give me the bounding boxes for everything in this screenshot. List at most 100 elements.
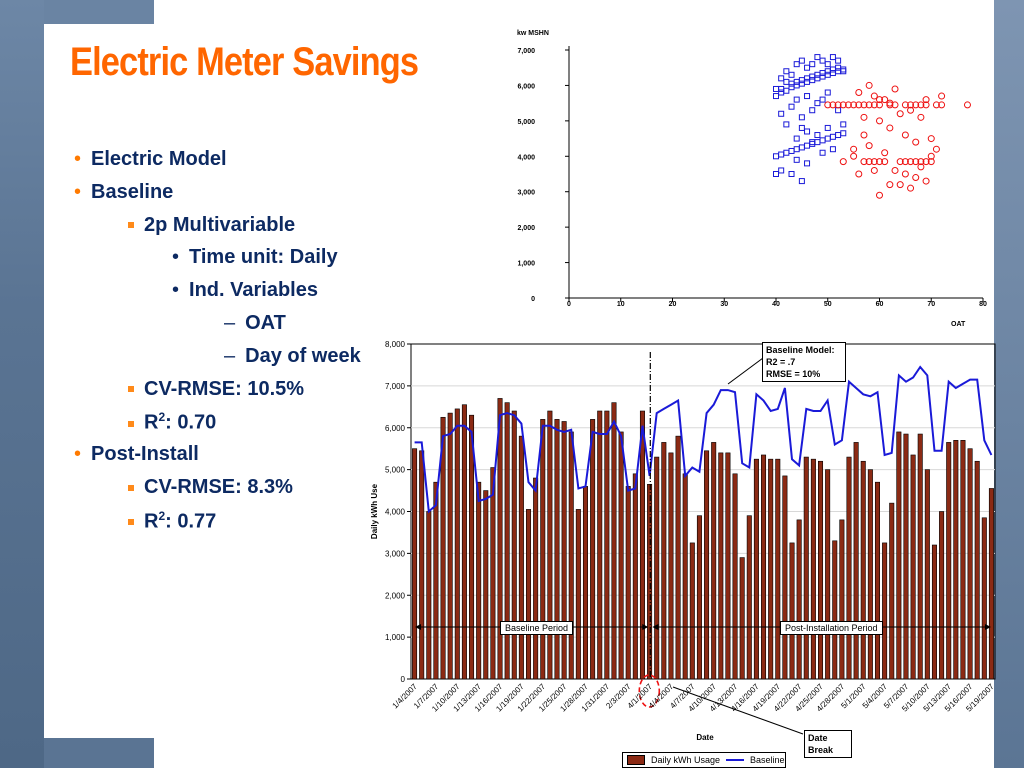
scatter-y-label: kw MSHN [517, 30, 549, 37]
bar-line-chart: 0 1,000 2,000 3,000 4,000 5,000 6,000 7,000 8,00… [370, 340, 996, 742]
scatter-point-circle [886, 181, 894, 189]
bullet-item: R2: 0.77 [128, 509, 216, 534]
bar-y-tick-label: 1,000 [385, 633, 406, 642]
bullet-text: CV-RMSE: 10.5% [144, 377, 305, 400]
scatter-y-tick-label: 5,000 [517, 119, 535, 126]
scatter-point-circle [922, 101, 930, 109]
scatter-point-square [804, 128, 811, 135]
bar-daily-kwh [718, 452, 724, 680]
scatter-point-circle [876, 158, 883, 166]
scatter-point-circle [876, 96, 883, 104]
scatter-point-square [793, 96, 800, 103]
scatter-x-tick-label: 60 [876, 301, 884, 308]
bullet-square-marker [128, 484, 134, 491]
scatter-point-circle [907, 101, 915, 109]
bar-y-axis-label: Daily kWh Use [370, 483, 379, 539]
scatter-point-square [835, 132, 842, 139]
scatter-point-square [814, 54, 821, 61]
bar-daily-kwh [782, 475, 788, 680]
baseline-model-line-2: R2 = .7 [766, 357, 796, 367]
bar-daily-kwh [739, 557, 745, 680]
bullet-item: • Electric Model [74, 148, 227, 171]
baseline-model-pointer [727, 357, 764, 385]
bar-y-tick-label: 8,000 [385, 340, 406, 349]
scatter-point-circle [917, 158, 925, 166]
scatter-point-circle [865, 81, 873, 89]
scatter-y-tick-label: 1,000 [517, 261, 535, 268]
bar-daily-kwh [547, 410, 553, 680]
scatter-point-square [793, 78, 800, 85]
bullet-dash-marker: – [224, 344, 236, 367]
scatter-point-square [783, 149, 790, 156]
scatter-point-circle [917, 101, 925, 109]
scatter-point-circle [922, 177, 930, 185]
bar-y-tick-label: 2,000 [385, 591, 406, 600]
date-break-line-2: Break [808, 745, 834, 755]
bar-daily-kwh [803, 456, 809, 680]
scatter-point-circle [932, 101, 940, 109]
scatter-point-circle [870, 101, 878, 109]
scatter-point-circle [839, 101, 847, 109]
scatter-point-circle [870, 92, 878, 100]
bullet-text: Ind. Variables [189, 279, 318, 302]
scatter-point-square [788, 171, 795, 177]
date-break-annotation: Date Break [804, 730, 852, 758]
arrowhead [652, 624, 659, 630]
bar-daily-kwh [625, 486, 631, 680]
scatter-point-square [814, 139, 821, 146]
scatter-point-circle [917, 113, 925, 121]
scatter-point-square [793, 82, 800, 89]
scatter-point-square [840, 68, 847, 75]
scatter-point-circle [855, 101, 863, 109]
scatter-point-circle [855, 170, 863, 178]
scatter-point-square [819, 137, 826, 144]
bar-daily-kwh [839, 519, 845, 680]
scatter-y-tick-label: 3,000 [517, 190, 535, 197]
scatter-point-circle [834, 101, 842, 109]
scatter-plot: 0 1,000 2,000 3,000 4,000 5,000 6,000 7,000 0 10 2… [517, 30, 987, 328]
bar-daily-kwh [960, 440, 966, 680]
scatter-point-circle [850, 152, 858, 160]
scatter-point-square [798, 77, 805, 84]
scatter-point-square [819, 96, 826, 103]
scatter-point-circle [932, 145, 940, 153]
scatter-point-square [819, 149, 826, 156]
scatter-point-circle [870, 166, 878, 174]
bullet-text: Day of week [245, 344, 361, 367]
bar-y-tick-label: 3,000 [385, 549, 406, 558]
scatter-point-square [809, 73, 816, 80]
scatter-point-circle [901, 158, 909, 166]
scatter-point-circle [927, 152, 935, 160]
scatter-point-circle [860, 113, 868, 121]
scatter-point-square [798, 114, 805, 121]
scatter-point-square [778, 75, 785, 82]
scatter-point-circle [938, 101, 946, 109]
scatter-point-square [829, 146, 836, 153]
bullet-superscript: 2 [158, 508, 166, 523]
bullet-text: Time unit: Daily [189, 246, 338, 269]
date-break-line-1: Date [808, 733, 828, 743]
scatter-point-square [788, 84, 795, 91]
left-decorative-band [0, 0, 44, 768]
scatter-point-circle [886, 124, 894, 132]
bar-daily-kwh [946, 442, 952, 680]
scatter-point-square [824, 61, 831, 68]
scatter-point-square [819, 57, 826, 64]
bar-daily-kwh [661, 442, 667, 680]
bar-daily-kwh [689, 542, 695, 680]
scatter-point-circle [907, 158, 915, 166]
bullet-marker: • [172, 279, 180, 302]
scatter-point-square [788, 103, 795, 110]
right-decorative-band [994, 0, 1024, 768]
scatter-y-tick-label: 6,000 [517, 83, 535, 90]
bullet-item: • Post-Install [74, 443, 199, 466]
scatter-point-square [814, 75, 821, 82]
scatter-point-square [819, 73, 826, 80]
scatter-point-circle [860, 158, 868, 166]
bar-daily-kwh [974, 460, 980, 680]
bar-y-tick-label: 7,000 [385, 382, 406, 391]
scatter-point-square [773, 153, 779, 160]
scatter-point-circle [922, 158, 930, 166]
bullet-marker: • [74, 148, 82, 170]
bar-daily-kwh [981, 517, 987, 680]
